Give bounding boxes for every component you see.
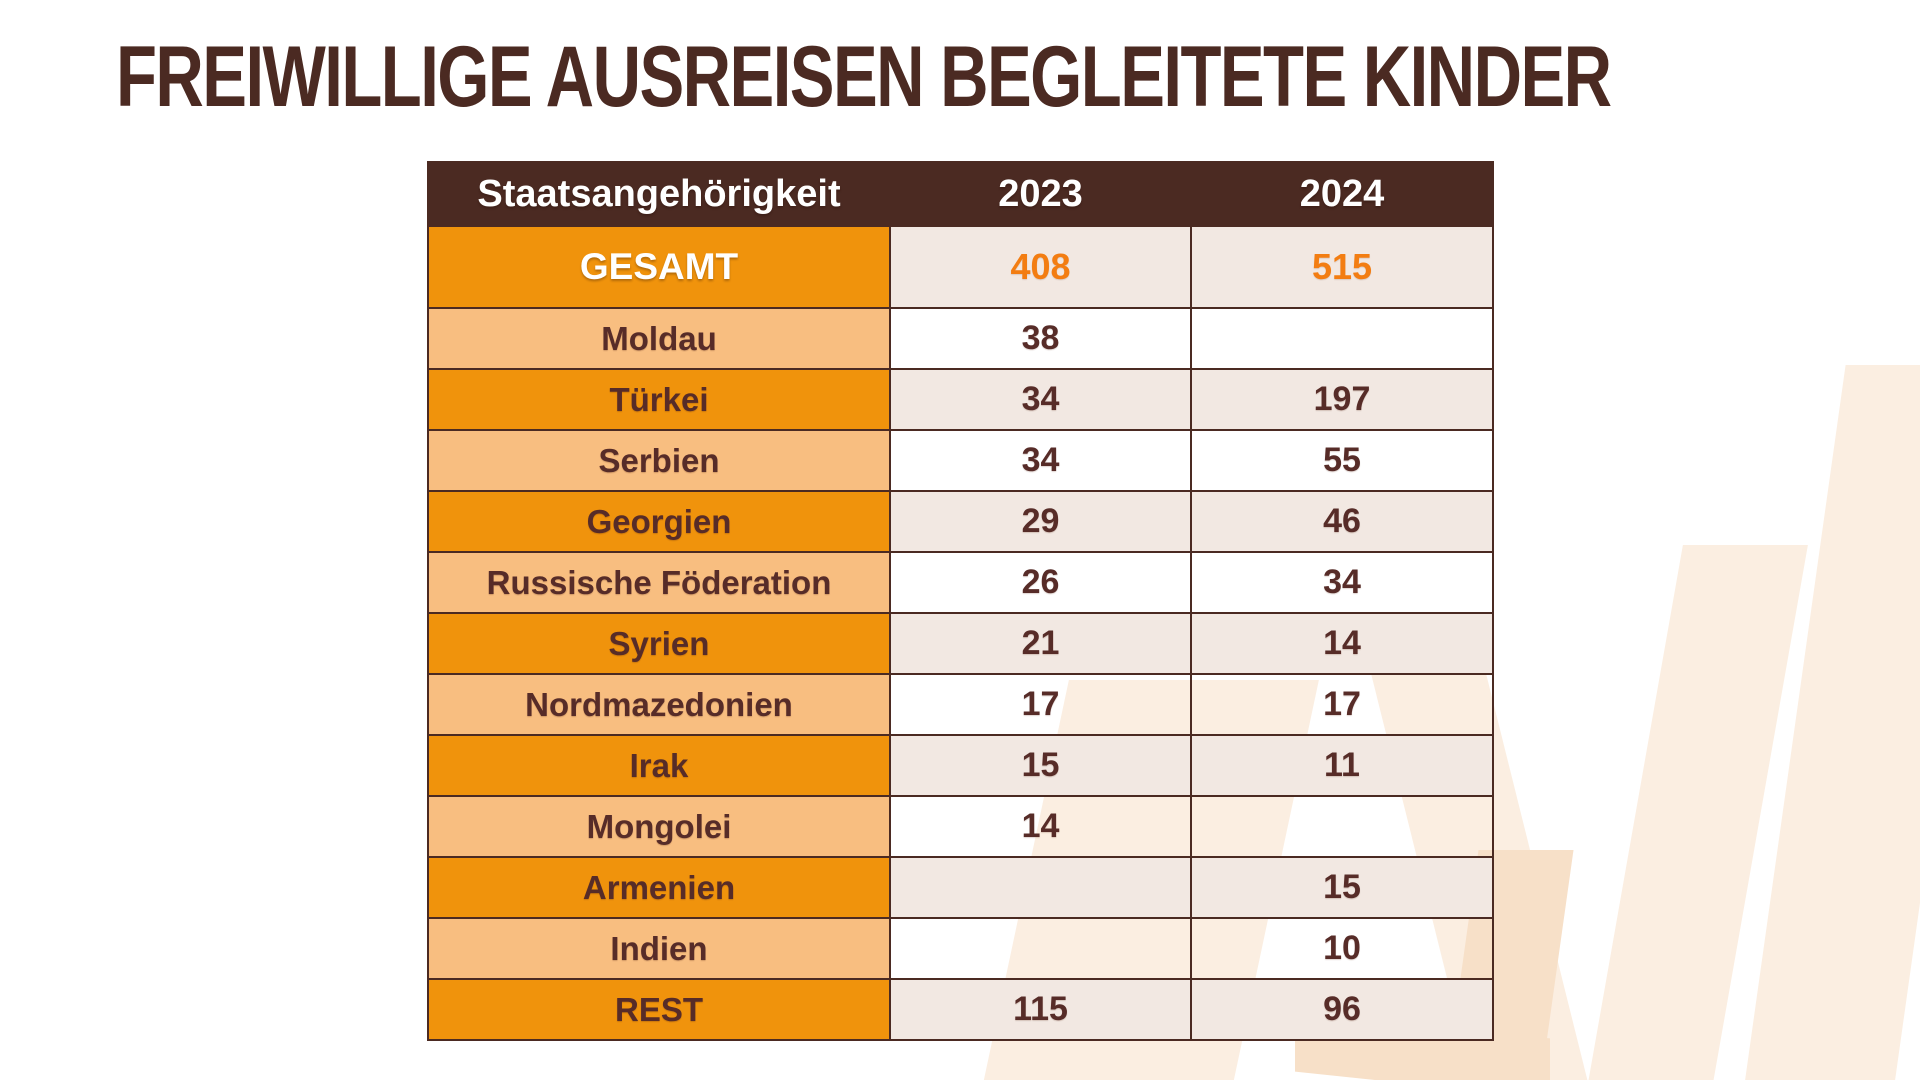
row-value: 34: [1190, 551, 1494, 614]
row-value: 10: [1190, 917, 1494, 980]
table-body: GESAMT 408 515 Moldau 38 Türkei 34 197 Serbien 34…: [427, 225, 1494, 1041]
row-value: 408: [889, 225, 1192, 309]
table-row: Mongolei 14: [427, 795, 1494, 858]
row-value: 21: [889, 612, 1192, 675]
row-label: Serbien: [427, 429, 891, 492]
row-value: 17: [1190, 673, 1494, 736]
row-value: 55: [1190, 429, 1494, 492]
row-label: REST: [427, 978, 891, 1041]
row-value: 197: [1190, 368, 1494, 431]
row-label: Irak: [427, 734, 891, 797]
row-label: Indien: [427, 917, 891, 980]
row-value: 46: [1190, 490, 1494, 553]
table-row: Armenien 15: [427, 856, 1494, 919]
table-row: Georgien 29 46: [427, 490, 1494, 553]
row-value: 38: [889, 307, 1192, 370]
row-label: Syrien: [427, 612, 891, 675]
row-label: Russische Föderation: [427, 551, 891, 614]
row-value: [889, 856, 1192, 919]
table-row: Serbien 34 55: [427, 429, 1494, 492]
row-label: Mongolei: [427, 795, 891, 858]
table-row: Türkei 34 197: [427, 368, 1494, 431]
column-header-nationality: Staatsangehörigkeit: [427, 161, 891, 227]
row-label: Armenien: [427, 856, 891, 919]
column-header-2023: 2023: [889, 161, 1192, 227]
data-table: Staatsangehörigkeit 2023 2024 GESAMT 408 5…: [427, 161, 1494, 1041]
row-value: 15: [1190, 856, 1494, 919]
table-row: Russische Föderation 26 34: [427, 551, 1494, 614]
row-value: 34: [889, 368, 1192, 431]
row-value: 14: [1190, 612, 1494, 675]
row-value: 26: [889, 551, 1192, 614]
row-label: Nordmazedonien: [427, 673, 891, 736]
row-label: Georgien: [427, 490, 891, 553]
table-row: Nordmazedonien 17 17: [427, 673, 1494, 736]
row-value: [1190, 307, 1494, 370]
table-row: Indien 10: [427, 917, 1494, 980]
row-value: 11: [1190, 734, 1494, 797]
row-value: [1190, 795, 1494, 858]
table-header-row: Staatsangehörigkeit 2023 2024: [427, 161, 1494, 227]
row-value: 34: [889, 429, 1192, 492]
row-value: 115: [889, 978, 1192, 1041]
table-row: Irak 15 11: [427, 734, 1494, 797]
row-label: Moldau: [427, 307, 891, 370]
row-value: 96: [1190, 978, 1494, 1041]
table-row: Moldau 38: [427, 307, 1494, 370]
table-row: REST 115 96: [427, 978, 1494, 1041]
row-label: GESAMT: [427, 225, 891, 309]
row-value: 515: [1190, 225, 1494, 309]
table-row: Syrien 21 14: [427, 612, 1494, 675]
column-header-2024: 2024: [1190, 161, 1494, 227]
page-title: FREIWILLIGE AUSREISEN BEGLEITETE KINDER: [116, 29, 1612, 125]
table-row: GESAMT 408 515: [427, 225, 1494, 309]
row-value: 29: [889, 490, 1192, 553]
row-label: Türkei: [427, 368, 891, 431]
row-value: 17: [889, 673, 1192, 736]
row-value: [889, 917, 1192, 980]
row-value: 14: [889, 795, 1192, 858]
row-value: 15: [889, 734, 1192, 797]
